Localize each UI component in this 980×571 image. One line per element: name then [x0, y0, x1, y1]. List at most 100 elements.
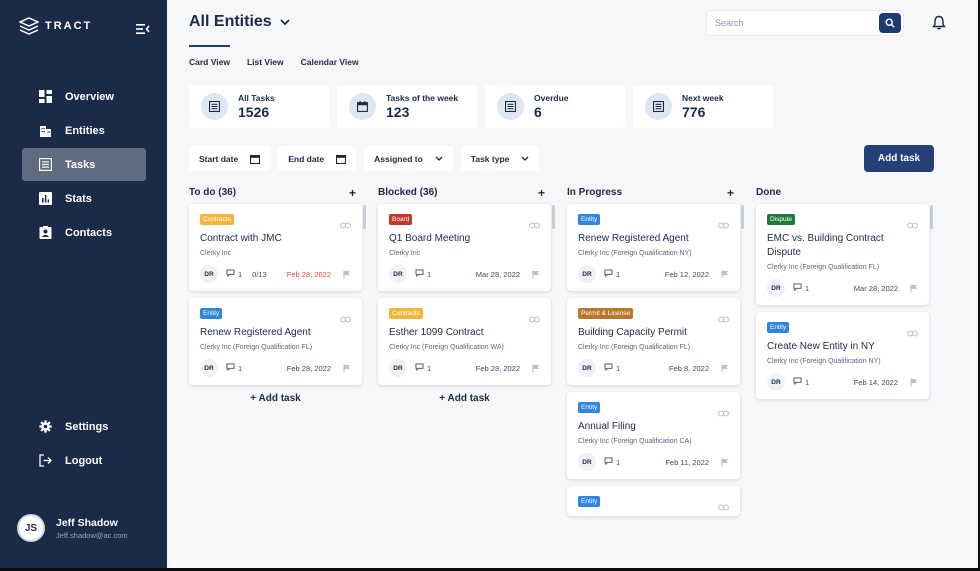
column-scrollbar[interactable] — [552, 205, 555, 229]
column-scrollbar[interactable] — [363, 205, 366, 229]
sidebar-item-overview[interactable]: Overview — [22, 80, 146, 113]
sidebar-item-logout[interactable]: Logout — [22, 444, 146, 477]
task-card[interactable]: Entity Renew Registered Agent Clerky Inc (… — [189, 298, 362, 385]
comment-icon — [793, 377, 802, 387]
comment-count[interactable]: 1 — [415, 363, 431, 373]
link-icon[interactable] — [718, 404, 729, 417]
link-icon[interactable] — [529, 310, 540, 323]
column-header: Done — [756, 185, 929, 200]
flag-icon[interactable] — [532, 364, 540, 373]
card-top: Permit & License — [578, 308, 729, 323]
assigned-to-filter[interactable]: Assigned to — [364, 146, 453, 171]
view-tabs: Card View List View Calendar View — [189, 45, 359, 72]
assignee-avatar[interactable]: DR — [767, 279, 785, 297]
assignee-avatar[interactable]: DR — [389, 359, 407, 377]
task-card[interactable]: Permit & License Building Capacity Permit… — [567, 298, 740, 385]
task-card[interactable]: Entity — [567, 486, 740, 516]
assignee-avatar[interactable]: DR — [767, 373, 785, 391]
task-type-filter[interactable]: Task type — [460, 146, 540, 171]
bell-icon[interactable] — [932, 15, 946, 30]
column-scrollbar[interactable] — [930, 205, 933, 229]
stat-card-tasks-of-week[interactable]: Tasks of the week 123 — [337, 85, 477, 128]
flag-icon[interactable] — [343, 270, 351, 279]
assignee-avatar[interactable]: DR — [578, 359, 596, 377]
end-date-filter[interactable]: End date — [278, 146, 357, 171]
link-icon[interactable] — [340, 310, 351, 323]
comment-count[interactable]: 1 — [604, 457, 620, 467]
tasks-icon — [39, 158, 52, 171]
start-date-filter[interactable]: Start date — [189, 146, 271, 171]
task-card[interactable]: Entity Annual Filing Clerky Inc (Foreign Q… — [567, 392, 740, 479]
assignee-avatar[interactable]: DR — [389, 265, 407, 283]
filter-bar: Start date End date Assigned to Task typ… — [189, 146, 540, 171]
task-card[interactable]: Entity Create New Entity in NY Clerky Inc … — [756, 312, 929, 399]
tab-calendar-view[interactable]: Calendar View — [300, 57, 359, 67]
flag-icon[interactable] — [532, 270, 540, 279]
comment-icon — [226, 269, 235, 279]
add-card-plus-button[interactable]: + — [537, 185, 545, 200]
add-task-link[interactable]: + Add task — [439, 393, 490, 404]
flag-icon[interactable] — [721, 270, 729, 279]
flag-icon[interactable] — [721, 458, 729, 467]
add-card-plus-button[interactable]: + — [348, 185, 356, 200]
link-icon[interactable] — [718, 310, 729, 323]
user-profile[interactable]: JS Jeff Shadow Jeff.shadow@ac.com — [17, 514, 128, 542]
collapse-menu-icon[interactable] — [136, 23, 150, 35]
comment-count[interactable]: 1 — [793, 283, 809, 293]
tab-list-view[interactable]: List View — [246, 57, 284, 67]
column-scrollbar[interactable] — [741, 205, 744, 229]
assignee-avatar[interactable]: DR — [578, 265, 596, 283]
logo[interactable]: TRACT — [19, 17, 92, 35]
task-entity: Clerky Inc (Foreign Qualification NY) — [578, 250, 692, 257]
task-entity: Clerky Inc — [200, 250, 232, 257]
add-task-link[interactable]: + Add task — [250, 393, 301, 404]
link-icon[interactable] — [340, 216, 351, 229]
link-icon[interactable] — [907, 324, 918, 337]
task-card[interactable]: Contracts Esther 1099 Contract Clerky Inc … — [378, 298, 551, 385]
link-icon[interactable] — [718, 498, 729, 511]
avatar: JS — [17, 514, 45, 542]
comment-count[interactable]: 1 — [604, 269, 620, 279]
flag-icon[interactable] — [343, 364, 351, 373]
stat-label: Tasks of the week — [386, 93, 459, 103]
sidebar-item-stats[interactable]: Stats — [22, 182, 146, 215]
stat-card-overdue[interactable]: Overdue 6 — [485, 85, 625, 128]
sidebar-item-settings[interactable]: Settings — [22, 410, 146, 443]
comment-count[interactable]: 1 — [226, 363, 242, 373]
assignee-avatar[interactable]: DR — [200, 359, 218, 377]
link-icon[interactable] — [718, 216, 729, 229]
comment-count[interactable]: 1 — [793, 377, 809, 387]
assignee-avatar[interactable]: DR — [200, 265, 218, 283]
sidebar-item-label: Overview — [65, 90, 114, 103]
task-card[interactable]: Contracts Contract with JMC Clerky Inc DR 1 0… — [189, 204, 362, 291]
comment-count[interactable]: 1 — [604, 363, 620, 373]
task-meta: DR 1 Feb 14, 2022 — [767, 373, 918, 391]
flag-icon[interactable] — [910, 378, 918, 387]
task-title: EMC vs. Building Contract Dispute — [767, 233, 884, 258]
add-task-button[interactable]: Add task — [864, 145, 934, 172]
entity-selector[interactable]: All Entities — [189, 13, 290, 31]
search-input[interactable] — [707, 11, 877, 35]
task-type-badge: Entity — [200, 308, 223, 319]
link-icon[interactable] — [907, 216, 918, 229]
tab-card-view[interactable]: Card View — [189, 45, 230, 72]
stat-card-all-tasks[interactable]: All Tasks 1526 — [189, 85, 329, 128]
task-type-badge: Contracts — [200, 214, 234, 225]
assignee-avatar[interactable]: DR — [578, 453, 596, 471]
search-button[interactable] — [879, 13, 901, 33]
stat-label: Next week — [682, 93, 724, 103]
sidebar-item-contacts[interactable]: Contacts — [22, 216, 146, 249]
task-card[interactable]: Entity Renew Registered Agent Clerky Inc (… — [567, 204, 740, 291]
task-card[interactable]: Board Q1 Board Meeting Clerky Inc DR 1 Mar 28… — [378, 204, 551, 291]
flag-icon[interactable] — [721, 364, 729, 373]
stat-card-next-week[interactable]: Next week 776 — [633, 85, 773, 128]
comment-count[interactable]: 1 — [226, 269, 242, 279]
link-icon[interactable] — [529, 216, 540, 229]
task-card[interactable]: Dispute EMC vs. Building Contract Dispute… — [756, 204, 929, 305]
flag-icon[interactable] — [910, 284, 918, 293]
sidebar-item-entities[interactable]: Entities — [22, 114, 146, 147]
comment-count[interactable]: 1 — [415, 269, 431, 279]
column-title: Done — [756, 187, 781, 198]
sidebar-item-tasks[interactable]: Tasks — [22, 148, 146, 181]
add-card-plus-button[interactable]: + — [726, 185, 734, 200]
